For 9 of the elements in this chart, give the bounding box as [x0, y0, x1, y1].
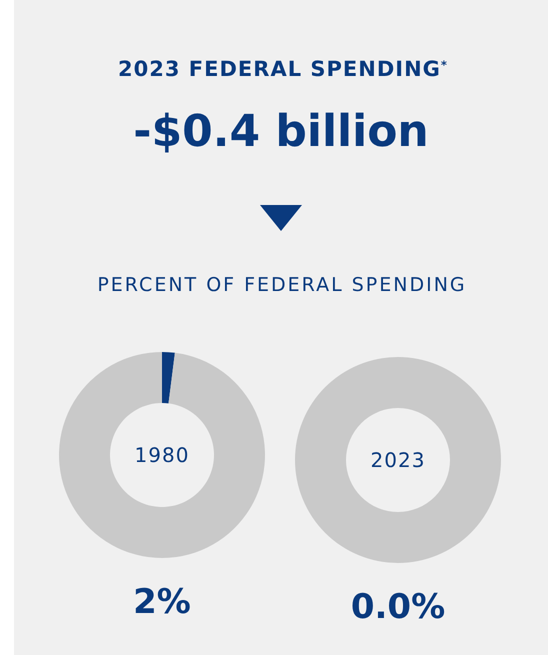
text: 0.0% — [350, 587, 446, 627]
donut-slice — [59, 352, 265, 558]
text: 1980 — [134, 443, 190, 467]
text: PERCENT OF FEDERAL SPENDING — [97, 274, 467, 296]
text: 2023 FEDERAL SPENDING$^{*}$ — [118, 57, 448, 81]
donut-slice — [162, 352, 175, 404]
text: 2% — [133, 582, 191, 622]
text: -$0.4 billion — [133, 106, 429, 157]
text: 2023 — [370, 448, 426, 472]
